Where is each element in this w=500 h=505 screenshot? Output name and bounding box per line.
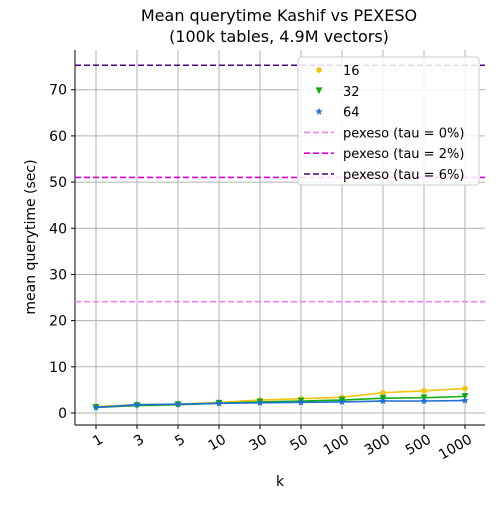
legend-label: 32 bbox=[343, 85, 360, 100]
legend-label: pexeso (tau = 0%) bbox=[343, 126, 464, 141]
x-tick-label: 3 bbox=[131, 432, 147, 450]
y-tick-label: 50 bbox=[49, 175, 67, 191]
data-point bbox=[462, 385, 468, 392]
x-tick-label: 500 bbox=[403, 432, 434, 459]
legend-label: 64 bbox=[343, 106, 360, 121]
y-axis-label: mean querytime (sec) bbox=[23, 159, 39, 314]
y-tick-label: 20 bbox=[49, 314, 67, 330]
series-line bbox=[95, 399, 466, 409]
data-point bbox=[338, 397, 346, 406]
data-point bbox=[297, 398, 305, 406]
x-tick-label: 1 bbox=[90, 432, 106, 450]
legend-label: pexeso (tau = 6%) bbox=[343, 168, 464, 183]
x-tick-label: 1000 bbox=[436, 432, 475, 464]
data-point bbox=[92, 403, 100, 411]
y-tick-label: 10 bbox=[49, 360, 67, 376]
y-tick-label: 60 bbox=[49, 129, 67, 145]
legend-box bbox=[297, 56, 480, 186]
axes bbox=[71, 50, 485, 429]
chart-subtitle: (100k tables, 4.9M vectors) bbox=[169, 27, 389, 46]
x-tick-label: 100 bbox=[321, 432, 352, 459]
y-tick-label: 30 bbox=[49, 267, 67, 283]
legend: 16 32 64 pexeso (tau = 0%) pexeso (tau = 2%)… bbox=[297, 56, 480, 186]
data-point bbox=[421, 388, 427, 394]
data-point bbox=[461, 392, 469, 400]
x-tick-label: 10 bbox=[206, 432, 229, 455]
data-point bbox=[315, 87, 323, 95]
legend-label: 16 bbox=[343, 64, 360, 79]
data-point bbox=[379, 396, 387, 405]
x-tick-label: 5 bbox=[172, 432, 188, 450]
reference-lines bbox=[75, 64, 485, 303]
data-point bbox=[215, 399, 223, 407]
data-point bbox=[316, 67, 322, 73]
y-tick-label: 70 bbox=[49, 83, 67, 99]
data-series bbox=[92, 385, 469, 411]
y-tick-label: 0 bbox=[58, 406, 67, 422]
legend-label: pexeso (tau = 2%) bbox=[343, 147, 464, 162]
x-tick-label: 50 bbox=[288, 432, 311, 455]
x-axis-label: k bbox=[276, 474, 285, 490]
data-point bbox=[420, 396, 428, 405]
chart-title: Mean querytime Kashif vs PEXESO bbox=[141, 6, 417, 25]
data-point bbox=[133, 400, 141, 408]
y-tick-label: 40 bbox=[49, 221, 67, 237]
series-64 bbox=[92, 396, 469, 411]
x-tick-label: 300 bbox=[362, 432, 393, 459]
data-point bbox=[315, 107, 323, 115]
data-point bbox=[256, 398, 264, 407]
data-point bbox=[174, 400, 182, 408]
data-point bbox=[461, 396, 469, 404]
x-tick-label: 30 bbox=[247, 432, 270, 455]
data-point bbox=[380, 389, 386, 396]
